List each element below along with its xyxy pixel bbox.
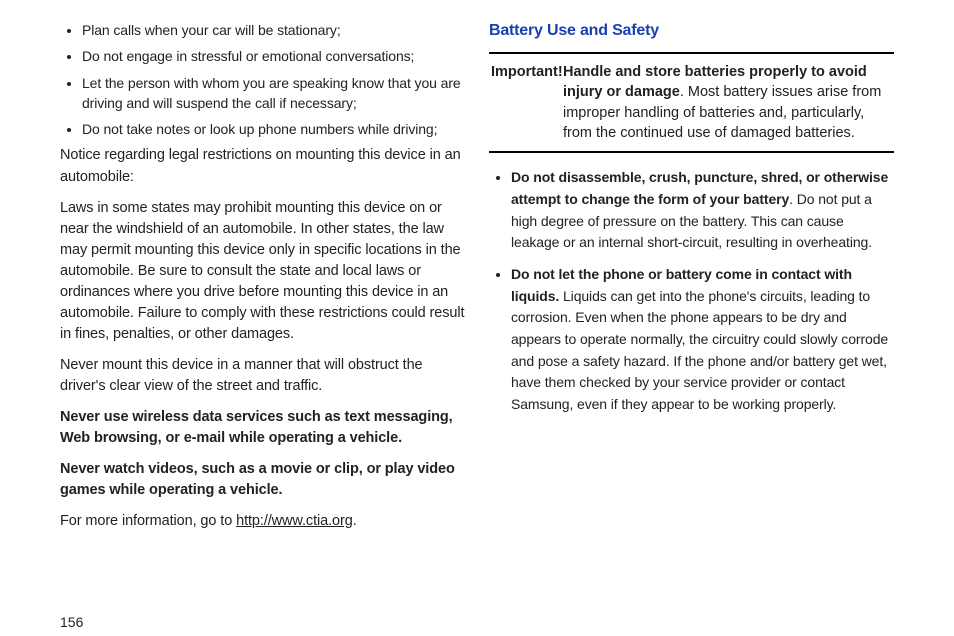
more-info-paragraph: For more information, go to http://www.c… [60,511,465,532]
important-label: Important! [491,62,563,143]
left-column: Plan calls when your car will be station… [30,20,477,626]
list-item: Do not take notes or look up phone numbe… [82,119,465,139]
list-item: Do not engage in stressful or emotional … [82,46,465,66]
page-number: 156 [60,614,83,630]
more-info-post: . [353,513,357,529]
driving-bullet-list: Plan calls when your car will be station… [60,20,465,139]
right-column: Battery Use and Safety Important! Handle… [477,20,924,626]
more-info-pre: For more information, go to [60,513,236,529]
notice-heading-text: Notice regarding legal restrictions on m… [60,145,465,187]
battery-bullet-list: Do not disassemble, crush, puncture, shr… [489,167,894,416]
never-mount-paragraph: Never mount this device in a manner that… [60,355,465,397]
list-item: Plan calls when your car will be station… [82,20,465,40]
important-callout: Important! Handle and store batteries pr… [489,52,894,153]
never-videos-paragraph: Never watch videos, such as a movie or c… [60,459,465,501]
manual-page: Plan calls when your car will be station… [0,0,954,636]
never-wireless-paragraph: Never use wireless data services such as… [60,407,465,449]
list-item: Do not disassemble, crush, puncture, shr… [511,167,894,254]
important-text: Handle and store batteries properly to a… [563,62,892,143]
ctia-link[interactable]: http://www.ctia.org [236,513,353,529]
list-item: Do not let the phone or battery come in … [511,264,894,416]
bullet-rest: Liquids can get into the phone's circuit… [511,288,888,412]
list-item: Let the person with whom you are speakin… [82,73,465,114]
laws-paragraph: Laws in some states may prohibit mountin… [60,198,465,345]
battery-heading: Battery Use and Safety [489,22,894,40]
